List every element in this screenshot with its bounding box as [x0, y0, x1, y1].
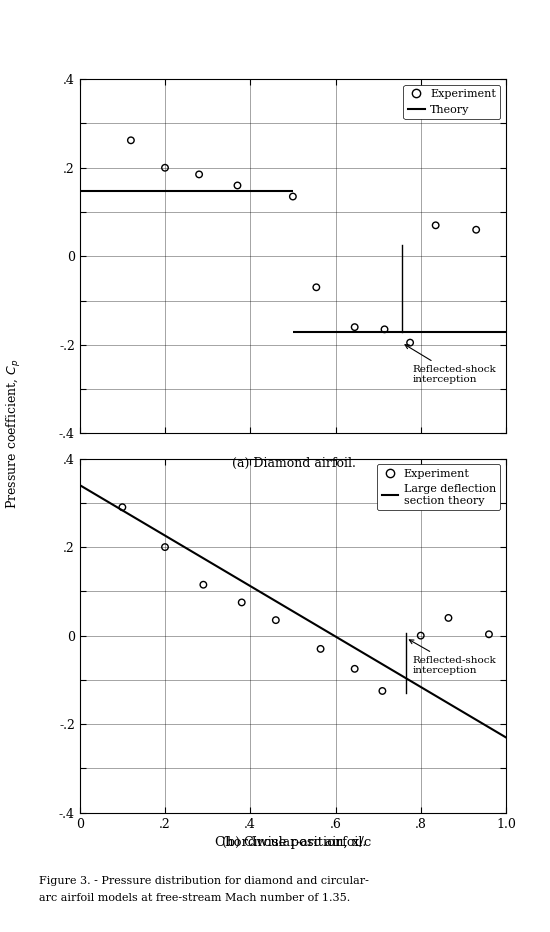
- Point: [312, 280, 321, 295]
- Point: [416, 628, 425, 643]
- Point: [378, 683, 387, 698]
- Point: [126, 133, 135, 148]
- Legend: Experiment, Theory: Experiment, Theory: [404, 85, 500, 119]
- Point: [238, 595, 246, 610]
- Point: [350, 320, 359, 335]
- Point: [406, 336, 415, 350]
- Text: Reflected-shock
interception: Reflected-shock interception: [405, 345, 496, 384]
- Text: Pressure coefficient, $C_p$: Pressure coefficient, $C_p$: [5, 358, 23, 509]
- Point: [233, 178, 242, 193]
- Point: [444, 610, 453, 625]
- Point: [350, 662, 359, 677]
- Point: [161, 540, 169, 555]
- Point: [272, 612, 280, 627]
- Point: [472, 222, 481, 237]
- Point: [199, 577, 208, 592]
- Point: [316, 641, 325, 656]
- Text: arc airfoil models at free-stream Mach number of 1.35.: arc airfoil models at free-stream Mach n…: [39, 893, 350, 903]
- Point: [431, 218, 440, 233]
- Point: [485, 627, 493, 642]
- Point: [380, 322, 389, 336]
- Text: (b) Circular-arc airfoil.: (b) Circular-arc airfoil.: [222, 836, 366, 849]
- Point: [195, 167, 204, 182]
- Point: [118, 500, 127, 514]
- Legend: Experiment, Large deflection
section theory: Experiment, Large deflection section the…: [377, 464, 500, 510]
- Point: [161, 160, 169, 175]
- Text: (a) Diamond airfoil.: (a) Diamond airfoil.: [232, 457, 356, 470]
- Point: [288, 189, 297, 204]
- X-axis label: Chordwise position, x/c: Chordwise position, x/c: [214, 836, 371, 849]
- Text: Figure 3. - Pressure distribution for diamond and circular-: Figure 3. - Pressure distribution for di…: [39, 876, 369, 886]
- Text: Reflected-shock
interception: Reflected-shock interception: [409, 640, 496, 675]
